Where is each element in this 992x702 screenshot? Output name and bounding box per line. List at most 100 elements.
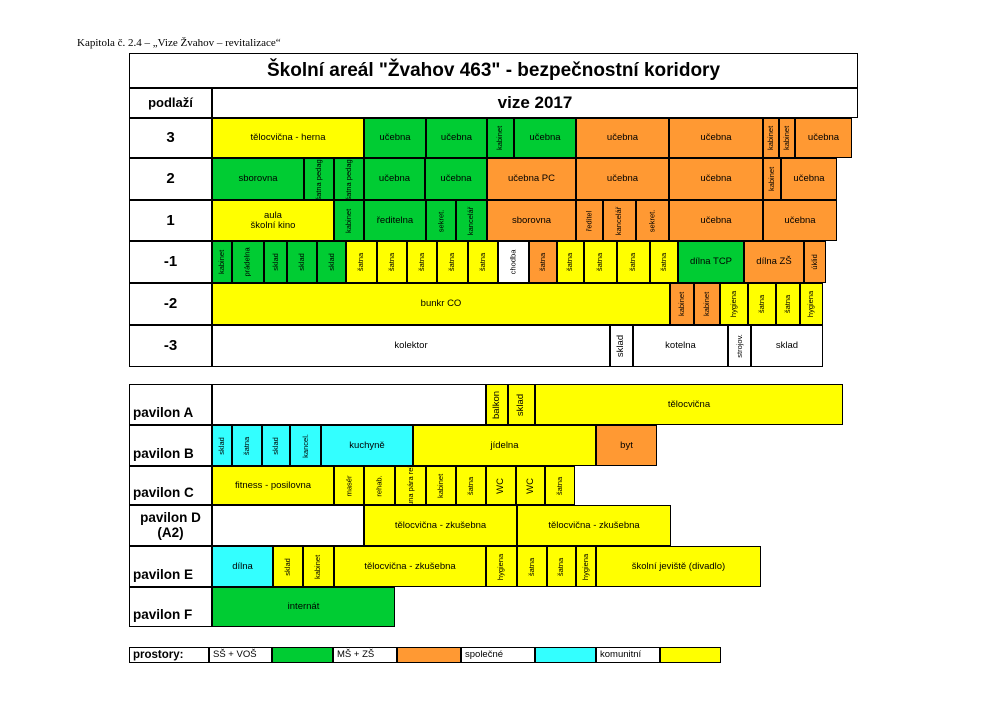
floor-room-label: sklad bbox=[297, 253, 307, 271]
floor-room: šatna bbox=[650, 241, 678, 283]
floor-room-label: šatna bbox=[417, 252, 427, 272]
floor-room: strojov. bbox=[728, 325, 751, 367]
diagram-title-label: Školní areál "Žvahov 463" - bezpečnostní… bbox=[266, 59, 721, 81]
floor-room: kabinet bbox=[487, 118, 514, 158]
floor-room-label: sklad bbox=[270, 253, 280, 271]
floor-room-label: učebna bbox=[606, 132, 639, 144]
floor-room-label: učebna bbox=[784, 214, 816, 226]
floor-room-label: kabinet bbox=[217, 249, 227, 275]
legend-text: komunitní bbox=[596, 647, 660, 663]
floor-room-label: kabinet bbox=[677, 291, 687, 317]
floor-room-label: učebna bbox=[529, 132, 561, 144]
floor-room-label: aula školní kino bbox=[250, 209, 296, 231]
pavilion-room-label: sauna pára relax bbox=[405, 466, 415, 505]
floor-label: 3 bbox=[129, 118, 212, 158]
pavilion-room: šatna bbox=[547, 546, 576, 587]
pavilion-room: sklad bbox=[262, 425, 290, 466]
floor-room-label: kabinet bbox=[344, 208, 354, 233]
pavilion-label: pavilon F bbox=[129, 587, 212, 627]
floor-room-label: ředitel bbox=[584, 210, 594, 231]
floor-room-label: šatna bbox=[628, 252, 638, 272]
floor-room: tělocvična - herna bbox=[212, 118, 364, 158]
floor-room-label: úklid bbox=[810, 254, 820, 270]
floor-room: učebna bbox=[669, 118, 763, 158]
pavilion-room-label: hygiena bbox=[581, 553, 591, 580]
pavilion-room-label: tělocvična - zkušebna bbox=[394, 519, 487, 531]
pavilion-label: pavilon A bbox=[129, 384, 212, 425]
floor-label-label: -3 bbox=[163, 337, 178, 355]
floor-room: šatna bbox=[468, 241, 498, 283]
vize-header-label: vize 2017 bbox=[497, 93, 573, 113]
pavilion-room: šatna bbox=[545, 466, 575, 505]
legend-text-label: SŠ + VOŠ bbox=[213, 649, 257, 661]
pavilion-room: školní jeviště (divadlo) bbox=[596, 546, 761, 587]
pavilion-room: kancel. bbox=[290, 425, 321, 466]
floor-room: šatna pedag. bbox=[304, 158, 334, 200]
floor-room: učebna bbox=[763, 200, 837, 241]
floor-room-label: učebna PC bbox=[507, 173, 555, 185]
pavilion-room: hygiena bbox=[486, 546, 517, 587]
floor-room: prádelna bbox=[232, 241, 264, 283]
pavilion-room: WC bbox=[516, 466, 545, 505]
floor-room: učebna bbox=[781, 158, 837, 200]
pavilion-room-label: sklad bbox=[283, 557, 293, 576]
floor-room-label: šatna bbox=[356, 252, 366, 272]
floor-room-label: šatna bbox=[538, 252, 548, 272]
floor-room-label: učebna bbox=[606, 173, 639, 185]
pavilion-label: pavilon B bbox=[129, 425, 212, 466]
floor-room: ředitel bbox=[576, 200, 603, 241]
floor-room: kancelář bbox=[603, 200, 636, 241]
pavilion-room: sklad bbox=[212, 425, 232, 466]
legend-text: společné bbox=[461, 647, 535, 663]
floor-room-label: strojov. bbox=[734, 334, 744, 358]
legend-text-label: komunitní bbox=[600, 649, 642, 661]
pavilion-room: hygiena bbox=[576, 546, 596, 587]
floor-room-label: kabinet bbox=[782, 125, 792, 151]
legend-swatch bbox=[660, 647, 721, 663]
floor-room-label: učebna bbox=[378, 173, 411, 185]
floor-room-label: šatna bbox=[783, 294, 793, 314]
floor-room: šatna bbox=[377, 241, 407, 283]
pavilion-room: sklad bbox=[273, 546, 303, 587]
pavilion-room: sauna pára relax bbox=[395, 466, 426, 505]
floor-room-label: sekret. bbox=[436, 209, 446, 232]
floor-room-label: kotelna bbox=[665, 340, 696, 352]
pavilion-room: jídelna bbox=[413, 425, 596, 466]
floor-room: šatna bbox=[584, 241, 617, 283]
floor-room: kabinet bbox=[694, 283, 720, 325]
floor-room-label: učebna bbox=[440, 173, 472, 185]
floor-room: učebna bbox=[364, 118, 426, 158]
pavilion-room: tělocvična - zkušebna bbox=[364, 505, 517, 546]
floor-header: podlaží bbox=[129, 88, 212, 118]
pavilion-room-label: šatna bbox=[527, 557, 537, 576]
floor-room-label: prádelna bbox=[243, 247, 253, 277]
pavilion-room-label: rehab. bbox=[374, 474, 384, 497]
floor-room-label: šatna pedag. bbox=[314, 158, 324, 200]
pavilion-room: kuchyně bbox=[321, 425, 413, 466]
floor-room-label: ředitelna bbox=[376, 214, 414, 226]
pavilion-room-label: WC bbox=[495, 477, 507, 494]
floor-room: chodba bbox=[498, 241, 529, 283]
floor-room: učebna bbox=[576, 118, 669, 158]
floor-room-label: kabinet bbox=[766, 125, 776, 151]
floor-room: učebna bbox=[669, 200, 763, 241]
diagram-title: Školní areál "Žvahov 463" - bezpečnostní… bbox=[129, 53, 858, 88]
pavilion-room-label: sklad bbox=[217, 436, 227, 455]
pavilion-room-label: dílna bbox=[232, 560, 253, 572]
floor-room: učebna bbox=[364, 158, 425, 200]
floor-room: kabinet bbox=[670, 283, 694, 325]
floor-label-label: 1 bbox=[166, 211, 175, 229]
floor-header-label: podlaží bbox=[148, 95, 193, 111]
pavilion-room: balkon bbox=[486, 384, 508, 425]
page-caption: Kapitola č. 2.4 – „Vize Žvahov – revital… bbox=[77, 37, 281, 49]
floor-room-label: tělocvična - herna bbox=[250, 132, 326, 144]
floor-room-label: dílna ZŠ bbox=[756, 256, 792, 268]
floor-room: kotelna bbox=[633, 325, 728, 367]
floor-room: sekret. bbox=[426, 200, 456, 241]
floor-room: kolektor bbox=[212, 325, 610, 367]
floor-room-label: učebna bbox=[440, 132, 473, 144]
floor-room: dílna TCP bbox=[678, 241, 744, 283]
floor-room: ředitelna bbox=[364, 200, 426, 241]
floor-room: kabinet bbox=[212, 241, 232, 283]
